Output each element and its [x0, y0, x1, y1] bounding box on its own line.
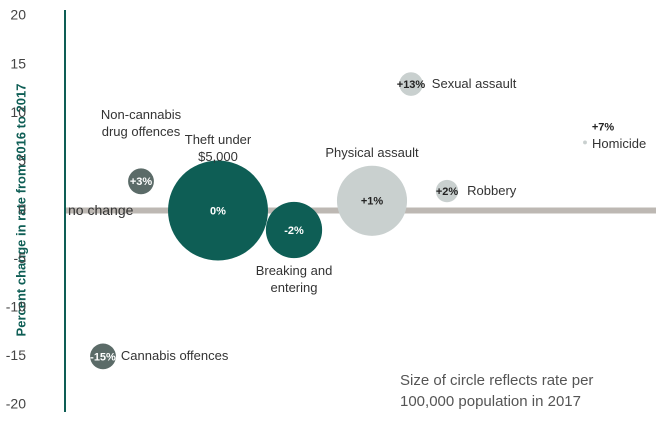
y-tick-label: -15	[6, 347, 26, 363]
y-axis-label: Percent change in rate from 2016 to 2017	[13, 84, 28, 337]
bubble	[128, 168, 154, 195]
category-label: Homicide	[592, 136, 647, 152]
value-label: +1%	[361, 196, 384, 208]
value-label: 0%	[210, 205, 226, 217]
value-label: +2%	[436, 186, 459, 198]
bubble	[399, 72, 423, 96]
note: Size of circle reflects rate per 100,000…	[400, 372, 594, 410]
y-tick-label: 15	[10, 55, 26, 71]
bubble	[435, 179, 459, 203]
category-label: Robbery	[467, 183, 517, 199]
y-tick-label: -10	[6, 298, 26, 314]
bubble	[168, 160, 268, 261]
y-tick-label: -20	[6, 396, 26, 412]
zero-annotation: no change	[68, 202, 134, 218]
value-label: +3%	[130, 176, 153, 188]
value-label: -2%	[284, 225, 304, 237]
y-tick-label: 5	[18, 153, 26, 169]
y-tick-label: 20	[10, 7, 26, 23]
bubble	[583, 140, 587, 145]
bubble	[265, 201, 323, 259]
category-label: Non-cannabis drug offences	[100, 107, 182, 140]
category-label: Cannabis offences	[120, 348, 229, 364]
bubble	[336, 165, 408, 236]
value-label: +13%	[397, 79, 426, 91]
value-label: +7%	[592, 121, 615, 133]
bubble	[90, 343, 116, 370]
y-tick-label: 0	[18, 201, 26, 217]
category-label: Sexual assault	[431, 76, 517, 92]
category-label: Physical assault	[325, 144, 419, 160]
y-tick-label: -5	[14, 250, 27, 266]
category-label: Breaking and entering	[255, 263, 333, 296]
value-label: -15%	[90, 351, 116, 363]
y-tick-label: 10	[10, 104, 26, 120]
category-label: Theft under $5,000	[184, 131, 252, 164]
